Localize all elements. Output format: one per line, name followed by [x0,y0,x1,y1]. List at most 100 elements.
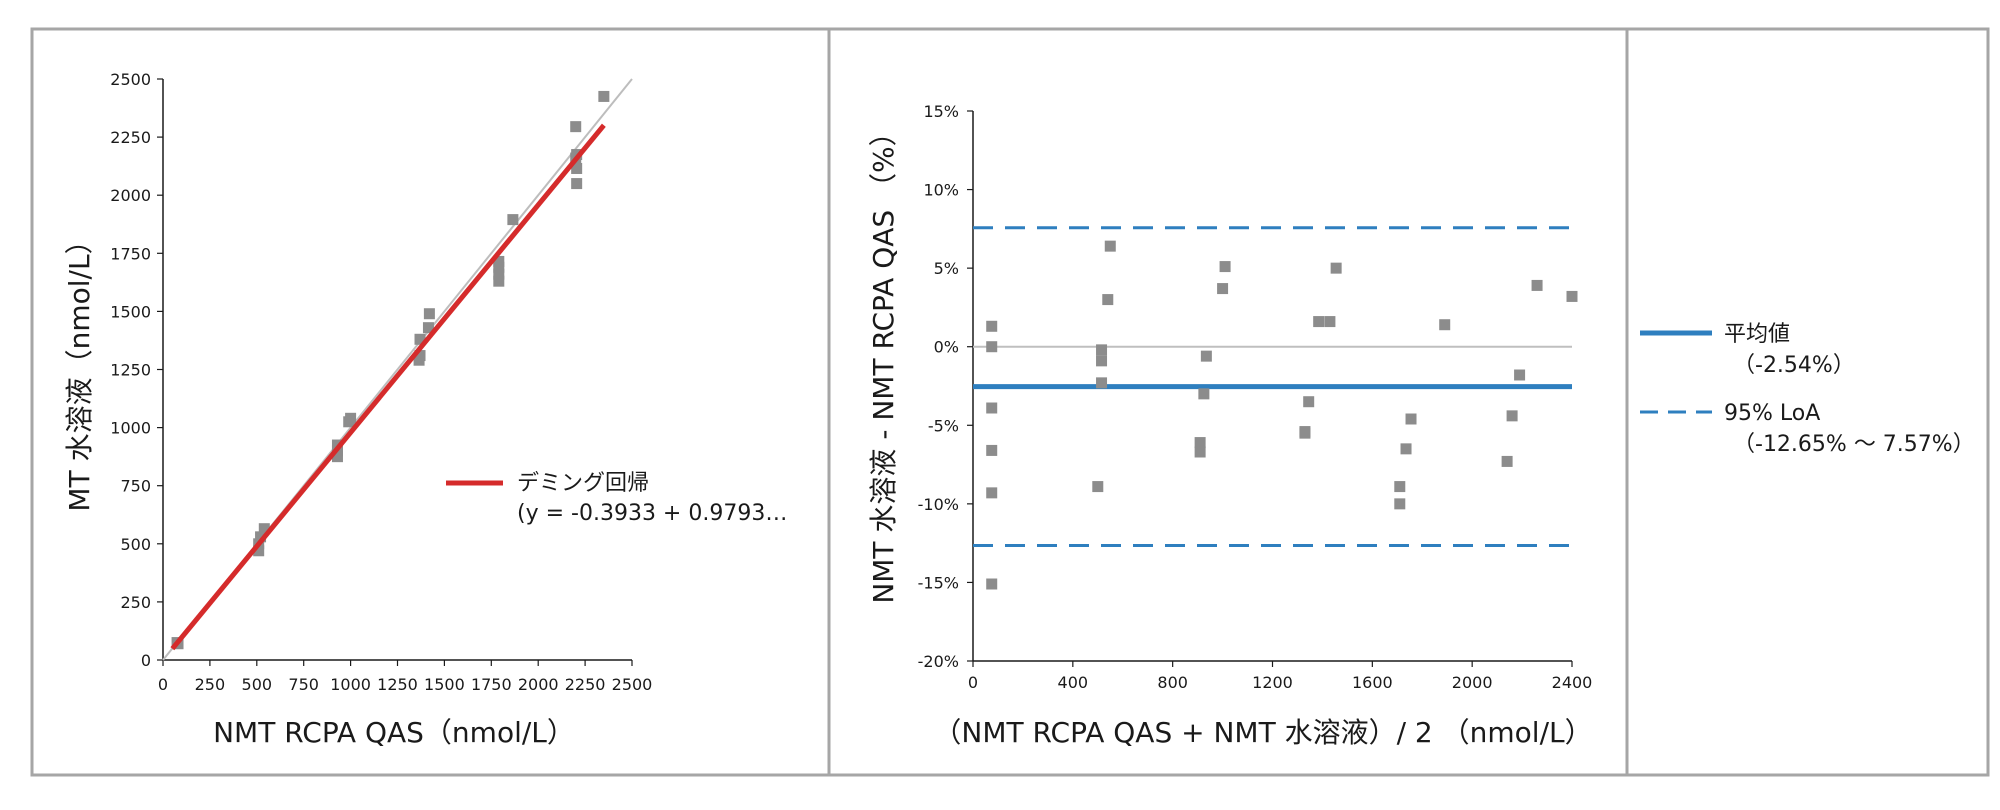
data-point [1194,437,1206,449]
data-point [1092,481,1104,493]
data-point [1104,240,1116,252]
deming-chart: 0 250 500 750 1000 1250 1500 1750 2000 2250 2500 0… [63,70,787,749]
x-tick-label: 1600 [1352,673,1393,692]
y-tick-label: 2000 [110,186,151,205]
data-point [598,90,610,102]
data-point [1566,290,1578,302]
ba-x-ticks: 0 400 800 1200 1600 2000 2400 [968,661,1592,692]
data-point [493,268,505,280]
data-point [570,121,582,133]
x-tick-label: 800 [1157,673,1188,692]
ba-legend-mean-label: 平均値 [1724,322,1790,347]
y-tick-label: 5% [934,259,959,278]
x-tick-label: 1000 [330,675,371,694]
x-tick-label: 2250 [565,675,606,694]
data-point [571,178,583,190]
data-point [1501,455,1513,467]
x-tick-label: 2400 [1552,673,1593,692]
y-tick-label: 1000 [110,419,151,438]
data-point [1299,426,1311,438]
data-point [1439,319,1451,331]
deming-x-ticks: 0 250 500 750 1000 1250 1500 1750 2000 2250 2500 [158,660,652,694]
data-point [414,333,426,345]
data-point [1506,410,1518,422]
data-point [1394,481,1406,493]
data-point [1194,446,1206,458]
outer-frame [30,27,1990,777]
data-point [1405,413,1417,425]
data-point [493,275,505,287]
data-point [1514,369,1526,381]
x-tick-label: 250 [195,675,226,694]
ba-legend-mean-value: （-2.54%） [1733,353,1855,378]
bland-altman-chart: 0 400 800 1200 1600 2000 2400 -20% -15% -10% -5% 0… [867,102,1593,749]
data-point [571,162,583,174]
y-tick-label: 0% [934,338,959,357]
data-point [1096,355,1108,367]
data-point [1217,283,1229,295]
data-point [1102,294,1114,306]
y-tick-label: -15% [918,573,959,592]
y-tick-label: 750 [120,477,151,496]
y-tick-label: 0 [141,651,151,670]
data-point [507,214,519,226]
data-point [493,255,505,267]
data-point [1198,388,1210,400]
ba-y-axis-title: NMT 水溶液 - NMT RCPA QAS （%） [867,118,900,603]
data-point [986,487,998,499]
data-point [422,322,434,334]
data-point [986,444,998,456]
x-tick-label: 0 [158,675,168,694]
x-tick-label: 400 [1058,673,1089,692]
x-tick-label: 0 [968,673,978,692]
deming-y-ticks: 0 250 500 750 1000 1250 1500 1750 2000 2250 2500 [110,70,163,670]
y-tick-label: 250 [120,593,151,612]
data-point [1313,316,1325,328]
x-tick-label: 1200 [1252,673,1293,692]
data-point [986,341,998,353]
y-tick-label: -10% [918,495,959,514]
data-point [253,545,265,557]
deming-x-axis-title: NMT RCPA QAS（nmol/L） [213,716,575,749]
x-tick-label: 750 [288,675,319,694]
ba-legend-loa-value: （-12.65% ～ 7.57%） [1733,432,1975,457]
x-tick-label: 500 [242,675,273,694]
x-tick-label: 2500 [612,675,653,694]
data-point [1330,262,1342,274]
data-point [1096,377,1108,389]
deming-legend: デミング回帰 (y = -0.3933 + 0.9793… [446,471,787,526]
data-point [1394,498,1406,510]
data-point [986,402,998,414]
ba-points [986,240,1578,590]
ba-legend-loa-label: 95% LoA [1724,401,1820,426]
data-point [493,261,505,273]
deming-y-axis-title: MT 水溶液（nmol/L） [63,226,96,511]
x-tick-label: 1500 [424,675,465,694]
data-point [1200,350,1212,362]
x-tick-label: 2000 [518,675,559,694]
x-tick-label: 2000 [1452,673,1493,692]
data-point [258,523,270,535]
x-tick-label: 1250 [377,675,418,694]
data-point [1219,261,1231,273]
y-tick-label: 500 [120,535,151,554]
deming-points [171,90,610,650]
deming-legend-label: デミング回帰 [517,471,649,496]
data-point [331,451,343,463]
data-point [423,308,435,320]
data-point [1096,344,1108,356]
y-tick-label: 2500 [110,70,151,89]
data-point [1324,316,1336,328]
data-point [986,320,998,332]
data-point [1303,396,1315,408]
y-tick-label: 1500 [110,302,151,321]
y-tick-label: 15% [923,102,959,121]
y-tick-label: 2250 [110,128,151,147]
ba-x-axis-title: （NMT RCPA QAS + NMT 水溶液）/ 2 （nmol/L） [933,716,1592,749]
y-tick-label: -20% [918,652,959,671]
ba-y-ticks: -20% -15% -10% -5% 0% 5% 10% 15% [918,102,973,671]
x-tick-label: 1750 [471,675,512,694]
deming-regression-line [170,123,606,651]
